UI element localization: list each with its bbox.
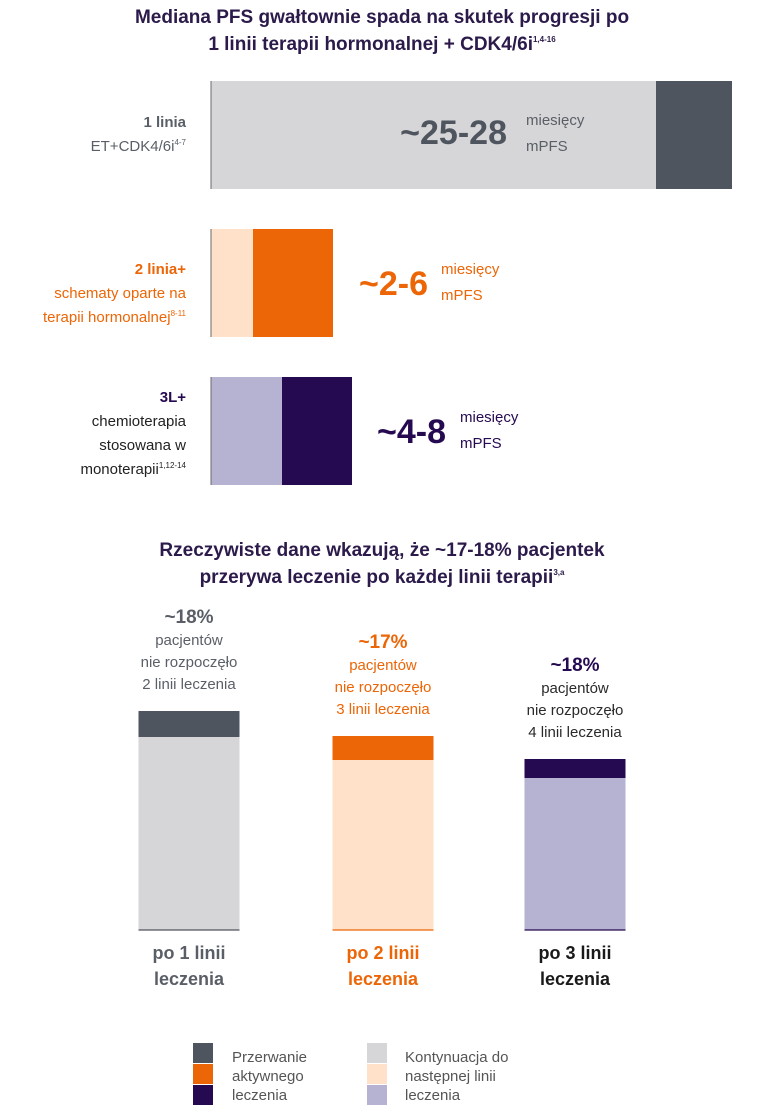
legend: Przerwanie aktywnego leczenia Kontynuacja d… (193, 1043, 508, 1105)
row-label-line-2-1: schematy oparte na (54, 285, 186, 302)
legend-label-stop-1: Przerwanie (232, 1049, 307, 1066)
mpfs-unit-3-line1: miesięcy (460, 409, 519, 426)
hbar-range-2 (211, 229, 253, 337)
chart2-title-line2-text: przerywa leczenie po każdej linii terapi… (200, 567, 554, 588)
bar-continuation-1 (138, 737, 240, 930)
row-label-text-3-2: stosowana w (99, 437, 186, 454)
mpfs-value-1: ~25-28 (400, 114, 507, 152)
category-label-2-line1: po 2 linii (346, 943, 419, 963)
chart1-title-line2: 1 linii terapii hormonalnej + CDK4/6i1,4… (208, 34, 556, 55)
legend-swatch-continue-3 (367, 1085, 387, 1105)
row-label-text-2-1: schematy oparte na (54, 285, 186, 302)
chart1-title-line2-text: 1 linii terapii hormonalnej + CDK4/6i (208, 34, 533, 55)
row-label-bold-2: 2 linia+ (135, 261, 187, 278)
category-label-3-line2: leczenia (540, 969, 611, 989)
row-label-text-3-1: chemioterapia (92, 413, 187, 430)
row-label-bold-1: 1 linia (143, 114, 186, 131)
mpfs-unit-2-line2: mPFS (441, 287, 483, 304)
bar-discontinuation-3 (524, 759, 626, 778)
annotation-line-1-2: nie rozpoczęło (141, 654, 238, 671)
row-label-line-3-2: stosowana w (99, 437, 186, 454)
bar-continuation-3 (524, 778, 626, 930)
row-label-sup-3: 1,12-14 (159, 461, 187, 470)
legend-label-stop-3: leczenia (232, 1087, 288, 1104)
legend-label-continue-3: leczenia (405, 1087, 461, 1104)
chart1-title-line1: Mediana PFS gwałtownie spada na skutek p… (135, 7, 629, 28)
hbar-progression-2 (253, 229, 333, 337)
annotation-pct-3: ~18% (550, 655, 599, 676)
bar-discontinuation-1 (138, 711, 240, 737)
mpfs-unit-2-line1: miesięcy (441, 261, 500, 278)
row-label-line-3-3: monoterapii1,12-14 (80, 461, 186, 478)
annotation-line-3-3: 4 linii leczenia (528, 724, 622, 741)
category-label-1-line1: po 1 linii (152, 943, 225, 963)
row-label-text-1-1: ET+CDK4/6i (91, 138, 175, 155)
row-label-sup-2: 8-11 (171, 309, 187, 318)
annotation-line-1-1: pacjentów (155, 632, 223, 649)
chart2-title-line1: Rzeczywiste dane wkazują, że ~17-18% pac… (159, 540, 605, 561)
annotation-pct-2: ~17% (358, 632, 407, 653)
mpfs-unit-3-line2: mPFS (460, 435, 502, 452)
annotation-line-2-3: 3 linii leczenia (336, 701, 430, 718)
legend-label-continue-1: Kontynuacja do (405, 1049, 508, 1066)
hbar-progression-1 (656, 81, 732, 189)
annotation-line-2-1: pacjentów (349, 657, 417, 674)
annotation-line-2-2: nie rozpoczęło (335, 679, 432, 696)
hbar-range-3 (211, 377, 282, 485)
annotation-pct-1: ~18% (164, 607, 213, 628)
category-label-1-line2: leczenia (154, 969, 225, 989)
row-label-text-3-3: monoterapii (80, 461, 158, 478)
annotation-line-1-3: 2 linii leczenia (142, 676, 236, 693)
row-label-line-1-1: ET+CDK4/6i4-7 (91, 138, 187, 155)
mpfs-unit-1-line2: mPFS (526, 138, 568, 155)
annotation-line-3-2: nie rozpoczęło (527, 702, 624, 719)
legend-swatch-stop-2 (193, 1064, 213, 1084)
row-label-sup-1: 4-7 (174, 138, 186, 147)
legend-label-continue-2: następnej linii (405, 1068, 496, 1085)
category-label-2-line2: leczenia (348, 969, 419, 989)
legend-label-stop-2: aktywnego (232, 1068, 304, 1085)
row-label-line-2-2: terapii hormonalnej8-11 (43, 309, 187, 326)
legend-swatch-continue-2 (367, 1064, 387, 1084)
mpfs-value-2: ~2-6 (359, 265, 428, 303)
chart2-title-line2: przerywa leczenie po każdej linii terapi… (200, 567, 565, 588)
row-label-text-2-2: terapii hormonalnej (43, 309, 171, 326)
category-label-3-line1: po 3 linii (538, 943, 611, 963)
stacked-bar-chart: ~18% pacjentów nie rozpoczęło 2 linii lecze… (138, 607, 626, 989)
mpfs-value-3: ~4-8 (377, 413, 446, 451)
bar-continuation-2 (332, 760, 434, 930)
bar-discontinuation-2 (332, 736, 434, 760)
legend-swatch-stop-1 (193, 1043, 213, 1063)
chart2-title-sup: 3,a (553, 568, 565, 577)
horizontal-bar-chart: 1 linia ET+CDK4/6i4-7 ~25-28 miesięcy mPFS 2 … (43, 81, 732, 485)
annotation-line-3-1: pacjentów (541, 680, 609, 697)
legend-swatch-stop-3 (193, 1085, 213, 1105)
chart1-title-sup: 1,4-16 (533, 35, 556, 44)
row-label-bold-3: 3L+ (160, 389, 187, 406)
hbar-progression-3 (282, 377, 352, 485)
row-label-line-3-1: chemioterapia (92, 413, 187, 430)
legend-swatch-continue-1 (367, 1043, 387, 1063)
hbar-range-1 (211, 81, 656, 189)
mpfs-unit-1-line1: miesięcy (526, 112, 585, 129)
